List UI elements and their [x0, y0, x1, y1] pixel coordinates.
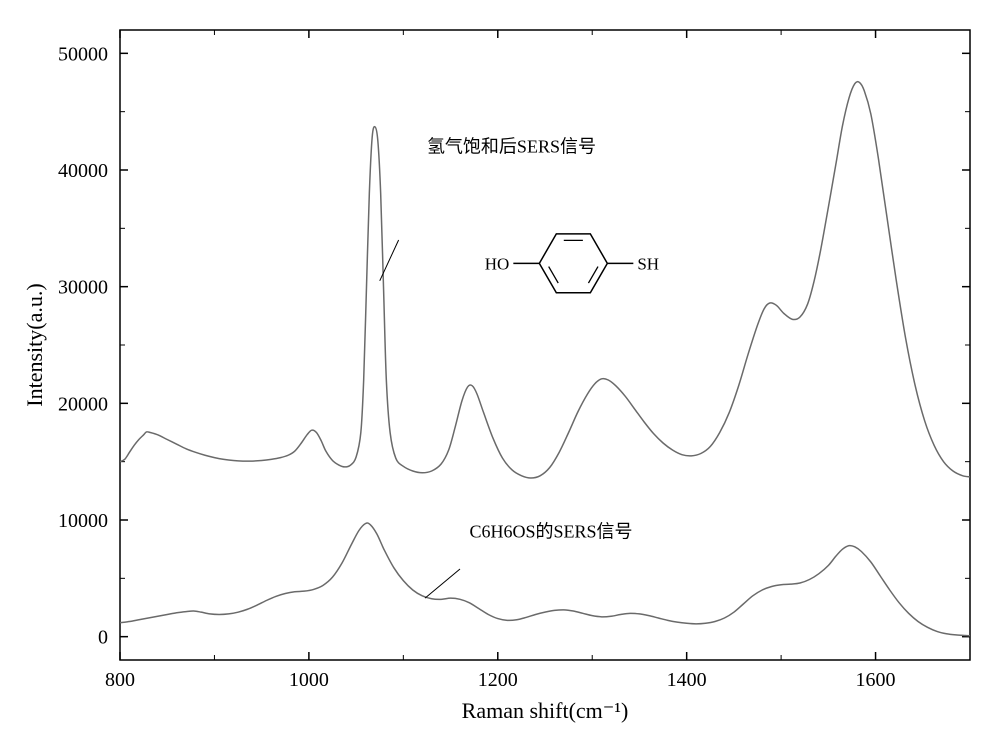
- x-tick-label: 1000: [289, 669, 329, 691]
- y-axis-title: Intensity(a.u.): [22, 283, 47, 406]
- annotation-text-0: 氢气饱和后SERS信号: [427, 137, 596, 157]
- y-tick-label: 0: [98, 627, 108, 649]
- raman-spectrum-chart: 800 1000 1200 1400 1600 0 10000 20000 30000 40000…: [0, 0, 1000, 744]
- annotation-text-1: C6H6OS的SERS信号: [469, 522, 632, 542]
- y-tick-label: 50000: [58, 43, 108, 65]
- molecule-label-right: SH: [637, 254, 659, 273]
- x-tick-label: 1400: [667, 669, 707, 691]
- x-axis-title: Raman shift(cm⁻¹): [462, 698, 629, 723]
- x-tick-label: 1200: [478, 669, 518, 691]
- y-tick-label: 20000: [58, 393, 108, 415]
- molecule-structure: HO SH: [485, 234, 659, 293]
- x-tick-label: 800: [105, 669, 135, 691]
- molecule-label-left: HO: [485, 254, 510, 273]
- chart-container: 800 1000 1200 1400 1600 0 10000 20000 30000 40000…: [0, 0, 1000, 744]
- benzene-ring: [539, 234, 607, 293]
- y-tick-label: 10000: [58, 510, 108, 532]
- y-tick-label: 30000: [58, 277, 108, 299]
- y-tick-label: 40000: [58, 160, 108, 182]
- annotation-leader-1: [425, 569, 460, 598]
- plot-area: [120, 82, 970, 636]
- x-tick-label: 1600: [856, 669, 896, 691]
